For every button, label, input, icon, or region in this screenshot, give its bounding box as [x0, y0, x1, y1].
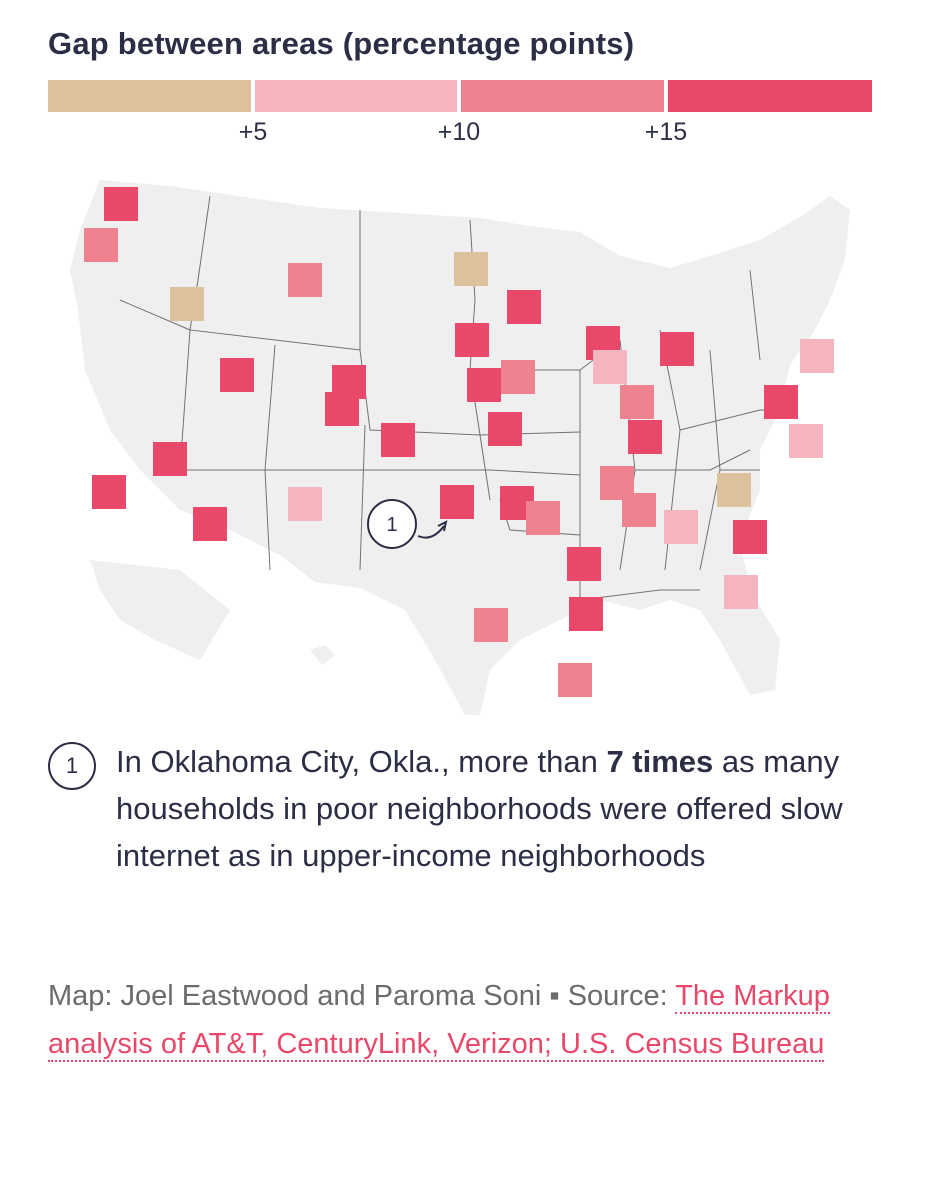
note-text-emphasis: 7 times	[606, 744, 714, 779]
city-marker-los-angeles	[92, 475, 126, 509]
city-marker-louisville	[628, 420, 662, 454]
city-marker-jackson	[567, 547, 601, 581]
city-marker-des-moines	[501, 360, 535, 394]
city-marker-columbia	[733, 520, 767, 554]
city-marker-denver	[325, 392, 359, 426]
legend-swatch-level-1	[255, 80, 457, 112]
city-marker-indianapolis	[620, 385, 654, 419]
city-marker-albuquerque	[288, 487, 322, 521]
city-marker-kansas-city	[488, 412, 522, 446]
legend-tick-label: +15	[644, 118, 688, 146]
city-marker-oklahoma-city	[440, 485, 474, 519]
city-marker-las-vegas	[153, 442, 187, 476]
city-marker-minneapolis	[507, 290, 541, 324]
city-marker-little-rock	[526, 501, 560, 535]
svg-text:1: 1	[386, 514, 397, 536]
city-marker-billings	[288, 263, 322, 297]
city-marker-boise	[170, 287, 204, 321]
source-label: Source:	[567, 980, 676, 1012]
city-markers	[84, 187, 834, 697]
city-marker-salt-lake-city	[220, 358, 254, 392]
legend-title: Gap between areas (percentage points)	[48, 26, 635, 61]
us-map: 1	[70, 180, 850, 715]
city-marker-birmingham	[558, 663, 592, 697]
city-marker-memphis-area	[622, 493, 656, 527]
note-text: In Oklahoma City, Okla., more than 7 tim…	[116, 738, 906, 879]
note-text-end: as many households in poor neighborhoods…	[116, 744, 843, 873]
city-marker-seattle	[104, 187, 138, 221]
city-marker-new-york	[800, 339, 834, 373]
legend-swatch-level-3	[668, 80, 872, 112]
city-marker-richmond	[789, 424, 823, 458]
city-marker-portland	[84, 228, 118, 262]
legend-swatch-level-2	[461, 80, 664, 112]
note-number-badge: 1	[48, 742, 96, 790]
city-marker-phoenix	[193, 507, 227, 541]
legend-swatch-level-0	[48, 80, 251, 112]
city-marker-omaha	[467, 368, 501, 402]
legend-tick-label: +10	[437, 118, 481, 146]
city-marker-fargo	[454, 252, 488, 286]
callout-arrow-icon	[417, 525, 445, 539]
city-marker-chicago	[593, 350, 627, 384]
us-outline	[70, 180, 850, 715]
credit-line: Map: Joel Eastwood and Paroma Soni ▪ Sou…	[48, 972, 898, 1068]
city-marker-detroit	[660, 332, 694, 366]
city-marker-atlanta	[664, 510, 698, 544]
city-marker-charlotte	[717, 473, 751, 507]
city-marker-jacksonville	[724, 575, 758, 609]
city-marker-houston	[474, 608, 508, 642]
city-marker-new-orleans	[569, 597, 603, 631]
note-text-start: In Oklahoma City, Okla., more than	[116, 744, 607, 779]
color-scale	[48, 80, 872, 112]
legend-tick-label: +5	[238, 118, 268, 146]
city-marker-sioux-falls	[455, 323, 489, 357]
city-marker-colorado-springs	[381, 423, 415, 457]
city-marker-philadelphia	[764, 385, 798, 419]
map-byline: Map: Joel Eastwood and Paroma Soni	[48, 980, 542, 1012]
callout-marker: 1	[367, 499, 448, 549]
credit-separator: ▪	[541, 980, 568, 1012]
source-link[interactable]: The Markup analysis of AT&T, CenturyLink…	[48, 980, 830, 1062]
